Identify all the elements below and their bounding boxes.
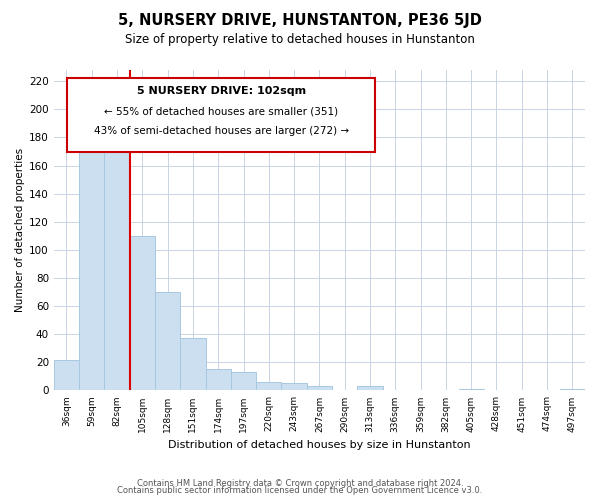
Text: ← 55% of detached houses are smaller (351): ← 55% of detached houses are smaller (35…: [104, 107, 338, 117]
Bar: [104, 143, 130, 390]
Y-axis label: Number of detached properties: Number of detached properties: [15, 148, 25, 312]
X-axis label: Distribution of detached houses by size in Hunstanton: Distribution of detached houses by size …: [168, 440, 471, 450]
Text: Contains public sector information licensed under the Open Government Licence v3: Contains public sector information licen…: [118, 486, 482, 495]
Text: 43% of semi-detached houses are larger (272) →: 43% of semi-detached houses are larger (…: [94, 126, 349, 136]
Bar: [206, 370, 231, 390]
Bar: [54, 360, 79, 390]
Bar: [458, 389, 484, 390]
Text: Contains HM Land Registry data © Crown copyright and database right 2024.: Contains HM Land Registry data © Crown c…: [137, 478, 463, 488]
Text: Size of property relative to detached houses in Hunstanton: Size of property relative to detached ho…: [125, 32, 475, 46]
Bar: [281, 384, 307, 390]
Bar: [155, 292, 180, 390]
FancyBboxPatch shape: [67, 78, 375, 152]
Bar: [79, 152, 104, 390]
Bar: [180, 338, 206, 390]
Bar: [560, 389, 585, 390]
Bar: [307, 386, 332, 390]
Bar: [130, 236, 155, 390]
Bar: [231, 372, 256, 390]
Text: 5 NURSERY DRIVE: 102sqm: 5 NURSERY DRIVE: 102sqm: [137, 86, 305, 96]
Bar: [358, 386, 383, 390]
Bar: [256, 382, 281, 390]
Text: 5, NURSERY DRIVE, HUNSTANTON, PE36 5JD: 5, NURSERY DRIVE, HUNSTANTON, PE36 5JD: [118, 12, 482, 28]
